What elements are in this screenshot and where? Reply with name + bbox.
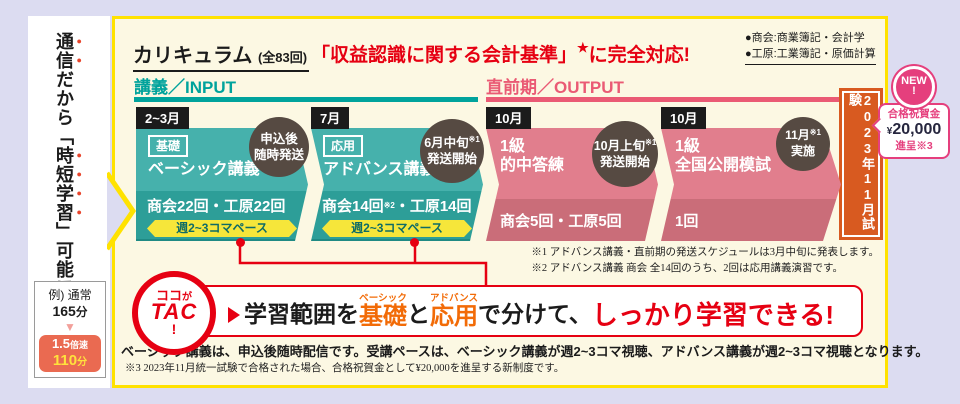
message-part: で分けて、	[478, 301, 592, 327]
award-bubble: 合格祝賀金 ¥20,000 進呈※3	[871, 103, 950, 159]
standards-headline: 「収益認識に関する会計基準」★に完全対応!	[311, 40, 690, 66]
headline-seg: 時短学習	[54, 146, 74, 222]
award-title: 合格祝賀金	[887, 108, 941, 120]
advance-title: アドバンス講義	[323, 161, 436, 178]
badge-practice-shipping: 10月上旬※1 発送開始	[592, 121, 658, 187]
section-input-bar	[134, 97, 478, 102]
sidebar-headline: 通信だから「時短学習」可能!	[54, 32, 84, 286]
headline-seg: 通信	[54, 32, 74, 70]
legend-kogen: ●工原:工業簿記・原価計算	[745, 47, 876, 65]
speed-result-box: 1.5倍速 110分	[39, 334, 101, 372]
mock-title-line1: 1級	[675, 138, 700, 155]
badge-advance-shipping: 6月中旬※1 発送開始	[420, 119, 484, 183]
new-badge: NEW!	[893, 66, 935, 108]
mock-count: 1回	[661, 199, 841, 241]
connector-dot-1	[236, 238, 245, 247]
exam-date-label: 2023年11月試験	[847, 93, 875, 231]
headline-seg: 可能!	[54, 241, 74, 286]
tag-advance: 応用	[323, 135, 363, 157]
basic-pace-ribbon: 週2~3コマペース	[147, 220, 297, 237]
koko-ga-tac-badge: ココが TAC !	[132, 271, 216, 355]
panel-chevron-pointer	[107, 171, 137, 251]
footnote-3: ※3 2023年11月統一試験で合格された場合、合格祝賀金として¥20,000を…	[125, 363, 565, 374]
headline-seg: 」	[54, 222, 74, 241]
tag-basic: 基礎	[148, 135, 188, 157]
section-output-bar	[486, 97, 842, 102]
message-advance-term: 応用アドバンス	[430, 293, 478, 330]
example-label: 例) 通常	[48, 287, 92, 302]
basic-ribbon-row: 週2~3コマペース	[136, 220, 308, 239]
message-part: と	[407, 301, 430, 327]
exam-date-box: 2023年11月試験	[842, 91, 880, 237]
advance-pace-ribbon: 週2~3コマペース	[322, 220, 472, 237]
badge-mock-schedule: 11月※1 実施	[776, 117, 830, 171]
headline-seg: だから	[54, 70, 74, 127]
headline-seg: 「	[54, 127, 74, 146]
advance-ribbon-row: 週2~3コマペース	[311, 220, 483, 239]
key-message-box: 学習範囲を 基礎ベーシック と 応用アドバンス で分けて、 しっかり学習できる!	[148, 285, 863, 337]
award-note: 進呈※3	[895, 139, 933, 152]
practice-title-line1: 1級	[500, 138, 525, 155]
page-title: カリキュラム (全83回)	[133, 39, 310, 72]
basic-count: 商会22回・工原22回	[136, 191, 308, 220]
pointer-icon	[228, 307, 240, 323]
message-part: 学習範囲を	[244, 301, 359, 327]
month-label-4: 10月	[661, 107, 707, 129]
basic-bottom-strip	[136, 239, 308, 241]
abbreviation-legend: ●商会:商業簿記・会計学 ●工原:工業簿記・原価計算	[745, 31, 876, 65]
footer-bold-text: ベーシック講義は、申込後随時配信です。受講ペースは、ベーシック講義が週2~3コマ…	[121, 344, 929, 359]
mock-title-line2: 全国公開模試	[675, 157, 772, 175]
footnote-2: ※2 アドバンス講義 商会 全14回のうち、2回は応用講義演習です。	[531, 263, 843, 275]
result-minutes: 110分	[52, 351, 88, 369]
advance-count: 商会14回 ※2 ・工原14回	[311, 191, 483, 220]
sidebar-panel: 通信だから「時短学習」可能! 例) 通常 165分 ▼ 1.5倍速 110分	[28, 16, 110, 388]
footnotes-1-2: ※1 アドバンス講義・直前期の発送スケジュールは3月中旬に発表します。 ※2 ア…	[531, 245, 879, 278]
down-triangle-icon: ▼	[64, 319, 76, 334]
star-icon: ★	[577, 40, 589, 55]
practice-count: 商会5回・工原5回	[486, 199, 658, 241]
section-output-label: 直前期／OUTPUT	[486, 78, 624, 97]
basic-title: ベーシック講義	[148, 161, 260, 178]
practice-title-line2: 的中答練	[500, 157, 565, 175]
message-basic-term: 基礎ベーシック	[359, 293, 407, 330]
month-label-1: 2~3月	[136, 107, 190, 129]
example-normal-minutes: 165分	[52, 302, 88, 319]
month-label-3: 10月	[486, 107, 532, 129]
speed-label: 1.5倍速	[51, 335, 89, 351]
footnote-1: ※1 アドバンス講義・直前期の発送スケジュールは3月中旬に発表します。	[531, 247, 879, 258]
legend-shokai: ●商会:商業簿記・会計学	[745, 32, 865, 44]
message-highlight: しっかり学習できる!	[591, 300, 834, 330]
award-amount: ¥20,000	[886, 121, 942, 139]
time-example-box: 例) 通常 165分 ▼ 1.5倍速 110分	[34, 280, 106, 378]
section-input-label: 講義／INPUT	[134, 78, 236, 97]
month-label-2: 7月	[311, 107, 350, 129]
key-message: 学習範囲を 基礎ベーシック と 応用アドバンス で分けて、 しっかり学習できる!	[228, 293, 834, 329]
advance-bottom-strip	[311, 239, 483, 241]
curriculum-panel: カリキュラム (全83回) 「収益認識に関する会計基準」★に完全対応! ●商会:…	[107, 16, 928, 388]
badge-basic-shipping: 申込後 随時発送	[249, 117, 309, 177]
connector-dot-2	[410, 238, 419, 247]
